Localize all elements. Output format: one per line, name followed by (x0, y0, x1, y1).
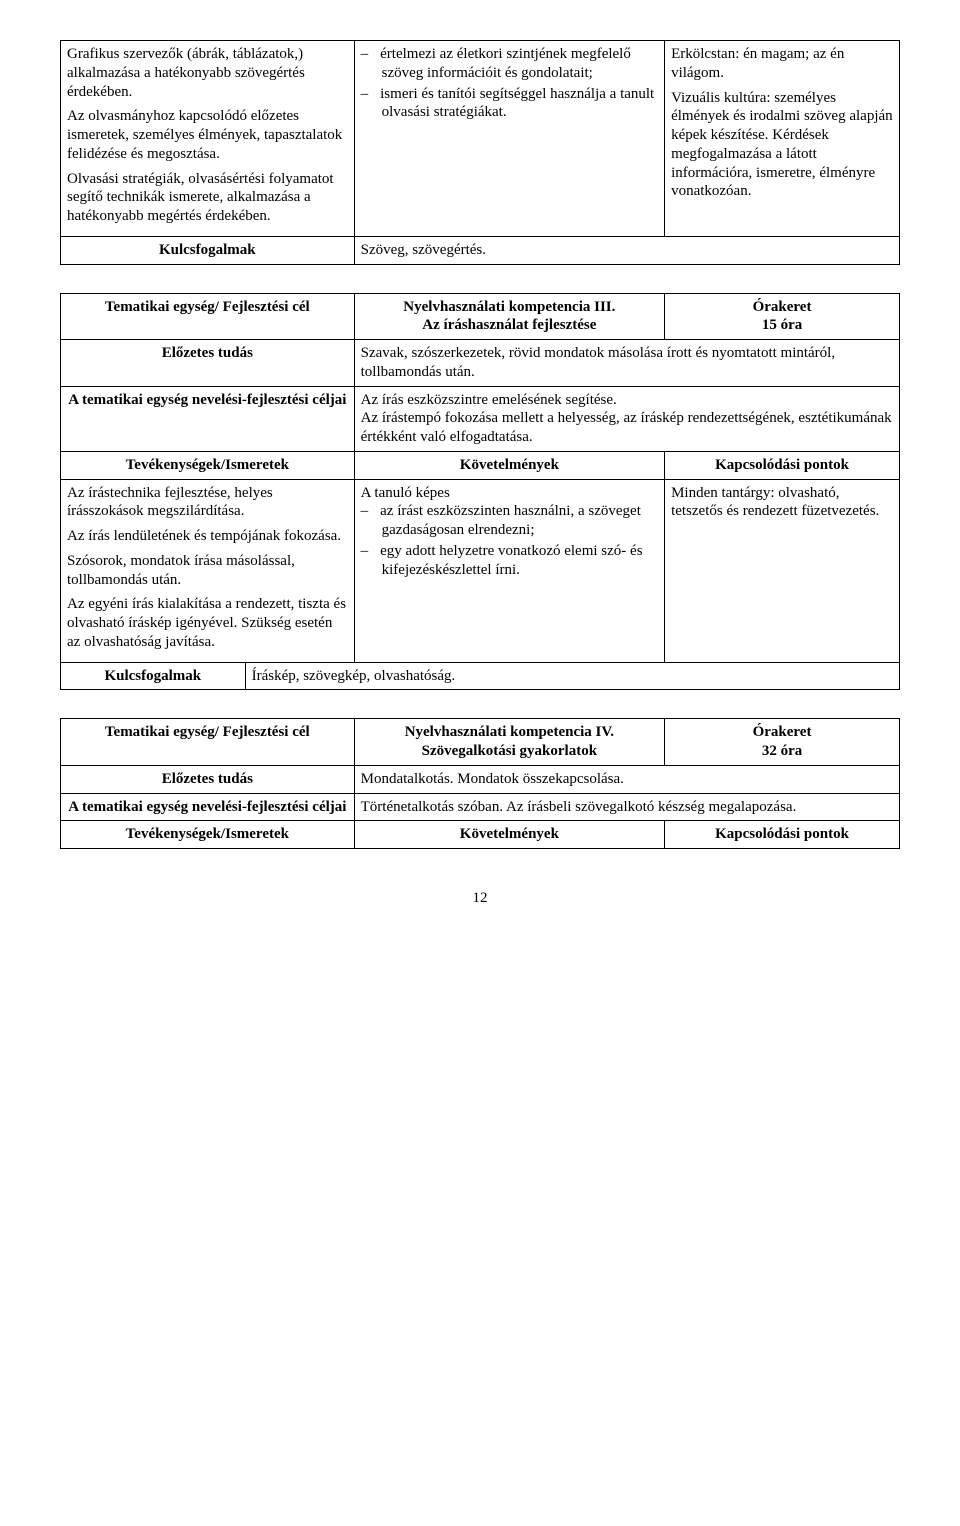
kulcsfogalmak-label: Kulcsfogalmak (61, 662, 246, 690)
kulcsfogalmak-label: Kulcsfogalmak (61, 236, 355, 264)
t3-r4c3: Kapcsolódási pontok (665, 821, 900, 849)
table-3: Tematikai egység/ Fejlesztési cél Nyelvh… (60, 718, 900, 849)
page-number: 12 (60, 889, 900, 908)
kulcsfogalmak-value: Íráskép, szövegkép, olvashatóság. (245, 662, 899, 690)
t3-r2c2: Mondatalkotás. Mondatok összekapcsolása. (354, 765, 899, 793)
table-row: A tematikai egység nevelési-fejlesztési … (61, 386, 900, 451)
table-row: Kulcsfogalmak Íráskép, szövegkép, olvash… (61, 662, 900, 690)
title-line1: Nyelvhasználati kompetencia IV. (405, 724, 614, 740)
paragraph: Az írástechnika fejlesztése, helyes írás… (67, 484, 348, 522)
orakeret-label: Órakeret (753, 299, 812, 315)
list-item: egy adott helyzetre vonatkozó elemi szó-… (361, 542, 658, 580)
table-row: Tevékenységek/Ismeretek Követelmények Ka… (61, 821, 900, 849)
paragraph: Grafikus szervezők (ábrák, táblázatok,) … (67, 45, 348, 101)
t2-r1c2: Nyelvhasználati kompetencia III. Az írás… (354, 293, 664, 340)
t2-r1c3: Órakeret 15 óra (665, 293, 900, 340)
table-row: Előzetes tudás Szavak, szószerkezetek, r… (61, 340, 900, 387)
table-row: Tematikai egység/ Fejlesztési cél Nyelvh… (61, 293, 900, 340)
t3-r3c2: Történetalkotás szóban. Az írásbeli szöv… (354, 793, 899, 821)
dash-list: az írást eszközszinten használni, a szöv… (361, 502, 658, 579)
t2-r1c1: Tematikai egység/ Fejlesztési cél (61, 293, 355, 340)
table-row: Az írástechnika fejlesztése, helyes írás… (61, 479, 900, 662)
t2-r4c3: Kapcsolódási pontok (665, 451, 900, 479)
t3-r4c2: Követelmények (354, 821, 664, 849)
table-row: Kulcsfogalmak Szöveg, szövegértés. (61, 236, 900, 264)
t3-r1c1: Tematikai egység/ Fejlesztési cél (61, 719, 355, 766)
orakeret-value: 15 óra (762, 317, 802, 333)
kulcsfogalmak-value: Szöveg, szövegértés. (354, 236, 899, 264)
table-row: Grafikus szervezők (ábrák, táblázatok,) … (61, 41, 900, 237)
t2-r3c1: A tematikai egység nevelési-fejlesztési … (61, 386, 355, 451)
orakeret-value: 32 óra (762, 743, 802, 759)
table-row: Tevékenységek/Ismeretek Követelmények Ka… (61, 451, 900, 479)
t2-r4c2: Követelmények (354, 451, 664, 479)
dash-list: értelmezi az életkori szintjének megfele… (361, 45, 658, 122)
t2-r5c2: A tanuló képes az írást eszközszinten ha… (354, 479, 664, 662)
paragraph: Olvasási stratégiák, olvasásértési folya… (67, 170, 348, 226)
t1-right-cell: Erkölcstan: én magam; az én világom. Viz… (665, 41, 900, 237)
t2-r5c1: Az írástechnika fejlesztése, helyes írás… (61, 479, 355, 662)
title-line2: Az íráshasználat fejlesztése (422, 317, 596, 333)
t2-r4c1: Tevékenységek/Ismeretek (61, 451, 355, 479)
paragraph: Az egyéni írás kialakítása a rendezett, … (67, 595, 348, 651)
t3-r1c3: Órakeret 32 óra (665, 719, 900, 766)
table-row: A tematikai egység nevelési-fejlesztési … (61, 793, 900, 821)
t2-r2c2: Szavak, szószerkezetek, rövid mondatok m… (354, 340, 899, 387)
paragraph: Erkölcstan: én magam; az én világom. (671, 45, 893, 83)
table-row: Előzetes tudás Mondatalkotás. Mondatok ö… (61, 765, 900, 793)
list-item: értelmezi az életkori szintjének megfele… (361, 45, 658, 83)
t3-r2c1: Előzetes tudás (61, 765, 355, 793)
t3-r4c1: Tevékenységek/Ismeretek (61, 821, 355, 849)
title-line1: Nyelvhasználati kompetencia III. (403, 299, 615, 315)
t2-r2c1: Előzetes tudás (61, 340, 355, 387)
t3-r3c1: A tematikai egység nevelési-fejlesztési … (61, 793, 355, 821)
t1-mid-cell: értelmezi az életkori szintjének megfele… (354, 41, 664, 237)
t3-r1c2: Nyelvhasználati kompetencia IV. Szövegal… (354, 719, 664, 766)
line: Az írástempó fokozása mellett a helyessé… (361, 410, 892, 445)
paragraph: Az olvasmányhoz kapcsolódó előzetes isme… (67, 107, 348, 163)
orakeret-label: Órakeret (753, 724, 812, 740)
list-item: ismeri és tanítói segítséggel használja … (361, 85, 658, 123)
paragraph: Vizuális kultúra: személyes élmények és … (671, 89, 893, 202)
line: Az írás eszközszintre emelésének segítés… (361, 392, 617, 408)
paragraph: Az írás lendületének és tempójának fokoz… (67, 527, 348, 546)
table-row: Tematikai egység/ Fejlesztési cél Nyelvh… (61, 719, 900, 766)
t2-r3c2: Az írás eszközszintre emelésének segítés… (354, 386, 899, 451)
table-2: Tematikai egység/ Fejlesztési cél Nyelvh… (60, 293, 900, 691)
title-line2: Szövegalkotási gyakorlatok (422, 743, 597, 759)
t1-left-cell: Grafikus szervezők (ábrák, táblázatok,) … (61, 41, 355, 237)
list-item: az írást eszközszinten használni, a szöv… (361, 502, 658, 540)
intro-text: A tanuló képes (361, 485, 450, 501)
paragraph: Szósorok, mondatok írása másolással, tol… (67, 552, 348, 590)
t2-r5c3: Minden tantárgy: olvasható, tetszetős és… (665, 479, 900, 662)
table-1: Grafikus szervezők (ábrák, táblázatok,) … (60, 40, 900, 265)
